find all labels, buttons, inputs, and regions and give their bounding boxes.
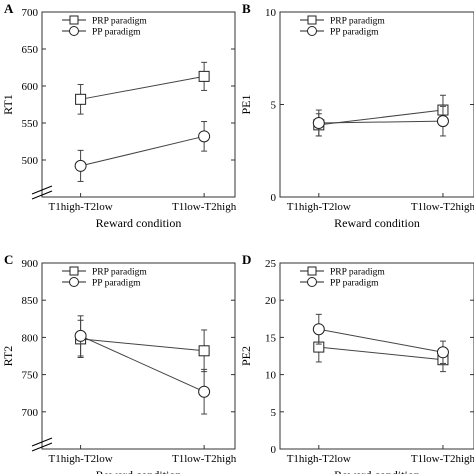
series-line — [80, 135, 205, 167]
legend-label: PRP paradigm — [92, 268, 147, 278]
legend-marker-circle — [69, 277, 79, 287]
series-line — [80, 75, 205, 100]
y-tick-label: 850 — [22, 295, 39, 307]
x-axis-label: Reward condition — [96, 216, 182, 230]
data-point-circle — [74, 329, 87, 342]
x-tick-label: T1high-T2low — [287, 453, 351, 465]
series-line — [80, 335, 205, 393]
y-axis-label: PE2 — [239, 346, 253, 366]
panel-c: C 700 750 800 850 900 RT2 T1high-T2low T1low-T2h… — [1, 252, 237, 474]
legend-label: PP paradigm — [92, 279, 141, 289]
data-point-circle — [198, 130, 211, 143]
y-tick-label: 900 — [22, 258, 39, 270]
x-tick-label: T1low-T2high — [411, 453, 474, 465]
series-line — [318, 120, 443, 124]
axis-break-mark — [31, 190, 53, 200]
y-tick-label: 20 — [265, 295, 277, 307]
y-tick-label: 750 — [22, 370, 39, 382]
plot-frame — [279, 262, 474, 450]
x-tick-label: T1high-T2low — [49, 201, 113, 213]
data-point-circle — [198, 385, 211, 398]
legend-label: PP paradigm — [92, 28, 141, 38]
data-point-circle — [312, 323, 325, 336]
data-point-square — [198, 345, 210, 357]
x-tick-label: T1low-T2high — [411, 201, 474, 213]
panel-a: A 500 550 600 650 700 RT1 T1high-T2low T1low-T2h… — [1, 1, 237, 230]
y-axis-label: RT1 — [1, 94, 15, 115]
series-prp — [75, 61, 210, 115]
legend-label: PP paradigm — [330, 28, 379, 38]
series-line — [80, 338, 205, 352]
series-prp — [313, 94, 449, 137]
series-pp — [74, 121, 211, 182]
legend-marker-square — [307, 266, 317, 276]
legend-marker-circle — [307, 277, 317, 287]
x-tick-label: T1low-T2high — [172, 201, 237, 213]
x-axis-label: Reward condition — [334, 216, 420, 230]
y-tick-label: 0 — [271, 444, 277, 456]
legend-marker-circle — [69, 26, 79, 36]
legend-marker-circle — [307, 26, 317, 36]
legend-marker-square — [69, 266, 79, 276]
x-tick-label: T1high-T2low — [287, 201, 351, 213]
data-point-circle — [74, 159, 87, 172]
series-line — [318, 328, 444, 353]
x-tick-label: T1high-T2low — [49, 453, 113, 465]
series-pp — [312, 313, 449, 364]
panel-letter: C — [4, 252, 13, 267]
y-axis-label: RT2 — [1, 346, 15, 367]
y-tick-label: 15 — [265, 332, 277, 344]
series-pp — [74, 315, 211, 415]
y-tick-label: 700 — [22, 407, 39, 419]
y-tick-label: 800 — [22, 332, 39, 344]
legend-label: PP paradigm — [330, 279, 379, 289]
plot-frame — [41, 11, 236, 198]
axis-break-mark — [31, 442, 53, 452]
legend-marker-square — [307, 15, 317, 25]
data-point-circle — [436, 115, 449, 128]
plot-frame — [41, 262, 236, 450]
panel-letter: A — [4, 1, 14, 16]
panel-d: D 0 5 10 15 20 25 PE2 T1high-T2low T1low-T2high Re… — [239, 252, 474, 474]
y-tick-label: 650 — [22, 44, 39, 56]
y-tick-label: 10 — [265, 7, 277, 19]
data-point-square — [198, 70, 210, 82]
legend-label: PRP paradigm — [92, 17, 147, 27]
data-point-square — [75, 93, 87, 105]
y-tick-label: 500 — [22, 155, 39, 167]
y-axis-label: PE1 — [239, 94, 253, 114]
series-prp — [313, 331, 449, 373]
y-tick-label: 25 — [265, 258, 277, 270]
data-point-circle — [312, 117, 325, 129]
y-tick-label: 700 — [22, 7, 39, 19]
x-tick-label: T1low-T2high — [172, 453, 237, 465]
legend-label: PRP paradigm — [330, 17, 385, 27]
legend-marker-square — [69, 15, 79, 25]
x-axis-label: Reward condition — [96, 468, 182, 474]
x-axis-label: Reward condition — [334, 468, 420, 474]
plot-frame — [279, 11, 474, 198]
y-tick-label: 550 — [22, 118, 39, 130]
legend-label: PRP paradigm — [330, 268, 385, 278]
axis-break-mark — [31, 185, 53, 195]
data-point-circle — [436, 346, 449, 359]
y-tick-label: 5 — [271, 100, 277, 112]
y-tick-label: 5 — [271, 407, 277, 419]
y-tick-label: 600 — [22, 81, 39, 93]
y-tick-label: 0 — [271, 192, 277, 204]
panel-letter: D — [242, 252, 251, 267]
panel-letter: B — [242, 1, 251, 16]
panel-b: B 0 5 10 PE1 T1high-T2low T1low-T2high Reward c… — [239, 1, 474, 230]
series-line — [318, 346, 444, 361]
y-tick-label: 10 — [265, 370, 277, 382]
series-pp — [312, 105, 449, 137]
axis-break-mark — [31, 437, 53, 447]
